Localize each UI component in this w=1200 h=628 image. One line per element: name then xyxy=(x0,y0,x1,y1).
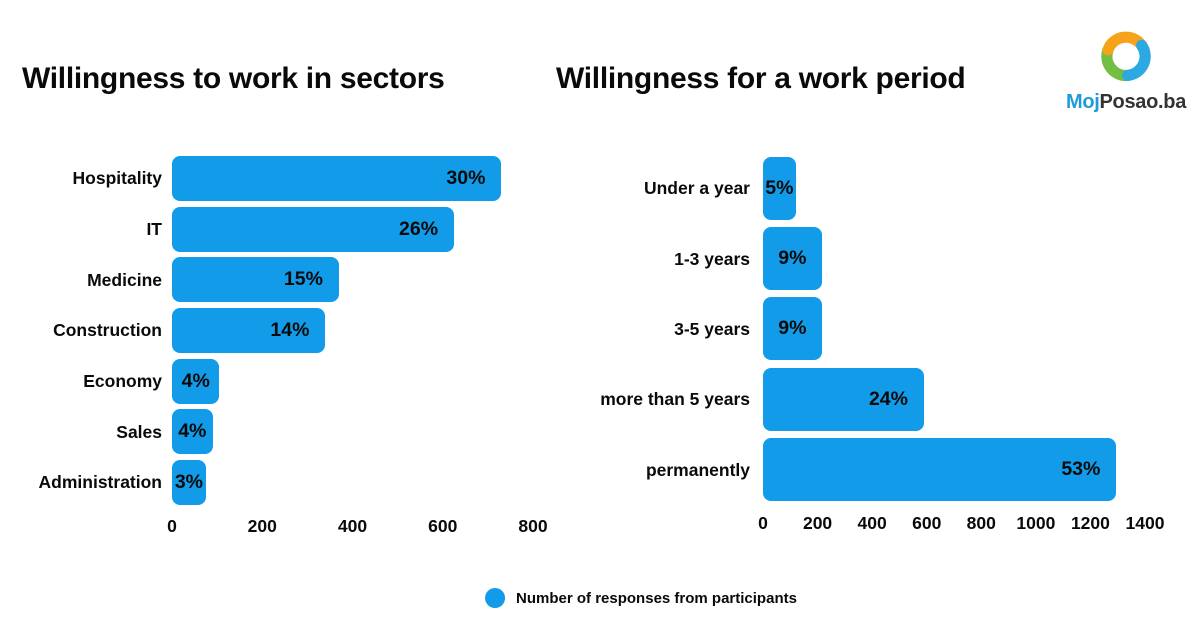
category-label: IT xyxy=(146,218,162,239)
bar-track: 53% xyxy=(763,435,1145,505)
value-label: 5% xyxy=(765,176,794,199)
value-label: 9% xyxy=(778,247,807,270)
value-label: 26% xyxy=(399,217,439,240)
mojposao-logo: MojPosao.ba xyxy=(1056,24,1196,114)
x-axis-tick-label: 800 xyxy=(518,515,548,536)
chart-work-period: Under a year 5% 1-3 years 9% 3-5 years 9% more… xyxy=(600,153,1164,537)
category-label: Administration xyxy=(38,472,162,493)
category-label: 3-5 years xyxy=(674,318,750,339)
category-label: Economy xyxy=(83,371,162,392)
chart-sectors-rows: Hospitality 30% IT 26% Medicine 15% Constructi… xyxy=(10,153,533,508)
legend: Number of responses from participants xyxy=(485,588,797,608)
x-axis-tick-label: 200 xyxy=(247,515,277,536)
bar-track: 15% xyxy=(172,254,533,305)
bar-track: 14% xyxy=(172,305,533,356)
bar-track: 9% xyxy=(763,294,1145,364)
value-label: 4% xyxy=(181,369,210,392)
category-label: Medicine xyxy=(87,269,162,290)
x-axis-tick-label: 400 xyxy=(857,512,887,533)
category-label: Sales xyxy=(116,421,162,442)
chart-sectors: Hospitality 30% IT 26% Medicine 15% Constructi… xyxy=(10,153,548,540)
bar-it: 26% xyxy=(172,206,455,252)
category-label: Under a year xyxy=(643,178,750,199)
value-label: 4% xyxy=(178,420,207,443)
chart-sectors-x-axis: 0 200 400 600 800 xyxy=(167,514,547,540)
x-axis-tick-label: 200 xyxy=(802,512,833,533)
category-label: 1-3 years xyxy=(674,248,750,269)
value-label: 3% xyxy=(174,470,204,493)
bar-track: 30% xyxy=(172,153,533,204)
legend-label: Number of responses from participants xyxy=(516,589,797,607)
mojposao-wordmark: MojPosao.ba xyxy=(1056,91,1196,114)
category-label: permanently xyxy=(645,459,750,480)
bar-row: Sales 4% xyxy=(10,406,533,457)
bar-row: Medicine 15% xyxy=(10,254,533,305)
value-label: 30% xyxy=(446,166,486,189)
bar-track: 4% xyxy=(172,356,533,407)
legend-dot-icon xyxy=(485,588,506,608)
bar-row: permanently 53% xyxy=(600,435,1145,505)
bar-more-than-5-years: 24% xyxy=(763,367,924,431)
value-label: 53% xyxy=(1061,458,1101,481)
category-label: Construction xyxy=(53,320,162,341)
bar-track: 9% xyxy=(763,223,1145,293)
x-axis-tick-label: 1400 xyxy=(1125,512,1165,533)
value-label: 15% xyxy=(283,268,323,291)
value-label: 9% xyxy=(778,317,807,340)
bar-medicine: 15% xyxy=(172,257,339,303)
x-axis-tick-label: 0 xyxy=(167,515,177,536)
bar-1-3-years: 9% xyxy=(763,227,822,291)
bar-row: IT 26% xyxy=(10,204,533,255)
bar-row: 3-5 years 9% xyxy=(600,294,1145,364)
chart-title-sectors: Willingness to work in sectors xyxy=(22,62,445,96)
bar-row: 1-3 years 9% xyxy=(600,223,1145,293)
chart-work-period-x-axis: 0 200 400 600 800 1000 1200 1400 xyxy=(758,511,1164,537)
chart-work-period-rows: Under a year 5% 1-3 years 9% 3-5 years 9% more… xyxy=(600,153,1145,505)
x-axis-tick-label: 400 xyxy=(337,515,368,536)
bar-economy: 4% xyxy=(172,358,220,404)
bar-track: 24% xyxy=(763,364,1145,434)
x-axis-tick-label: 600 xyxy=(912,512,942,533)
category-label: more than 5 years xyxy=(600,389,750,410)
x-axis-tick-label: 1200 xyxy=(1070,512,1110,533)
x-axis-tick-label: 0 xyxy=(758,512,768,533)
value-label: 14% xyxy=(270,318,310,341)
bar-construction: 14% xyxy=(172,307,326,353)
bar-permanently: 53% xyxy=(763,438,1117,502)
bar-sales: 4% xyxy=(172,409,213,455)
bar-row: Economy 4% xyxy=(10,356,533,407)
bar-row: Hospitality 30% xyxy=(10,153,533,204)
bar-track: 3% xyxy=(172,457,533,508)
bar-row: Administration 3% xyxy=(10,457,533,508)
value-label: 24% xyxy=(868,387,908,410)
bar-track: 26% xyxy=(172,204,533,255)
bar-administration: 3% xyxy=(172,459,206,505)
bar-track: 4% xyxy=(172,406,533,457)
category-label: Hospitality xyxy=(72,168,162,189)
logo-text-posao: Posao.ba xyxy=(1099,91,1187,113)
bar-hospitality: 30% xyxy=(172,155,502,201)
x-axis-tick-label: 1000 xyxy=(1016,512,1056,533)
bar-track: 5% xyxy=(763,153,1145,223)
bar-row: Construction 14% xyxy=(10,305,533,356)
bar-row: more than 5 years 24% xyxy=(600,364,1145,434)
bar-3-5-years: 9% xyxy=(763,297,822,361)
x-axis-tick-label: 800 xyxy=(966,512,996,533)
bar-under-a-year: 5% xyxy=(763,156,796,220)
chart-title-work-period: Willingness for a work period xyxy=(556,62,966,96)
mojposao-swirl-icon xyxy=(1101,31,1151,82)
bar-row: Under a year 5% xyxy=(600,153,1145,223)
x-axis-tick-label: 600 xyxy=(428,515,458,536)
logo-text-moj: Moj xyxy=(1065,91,1100,113)
